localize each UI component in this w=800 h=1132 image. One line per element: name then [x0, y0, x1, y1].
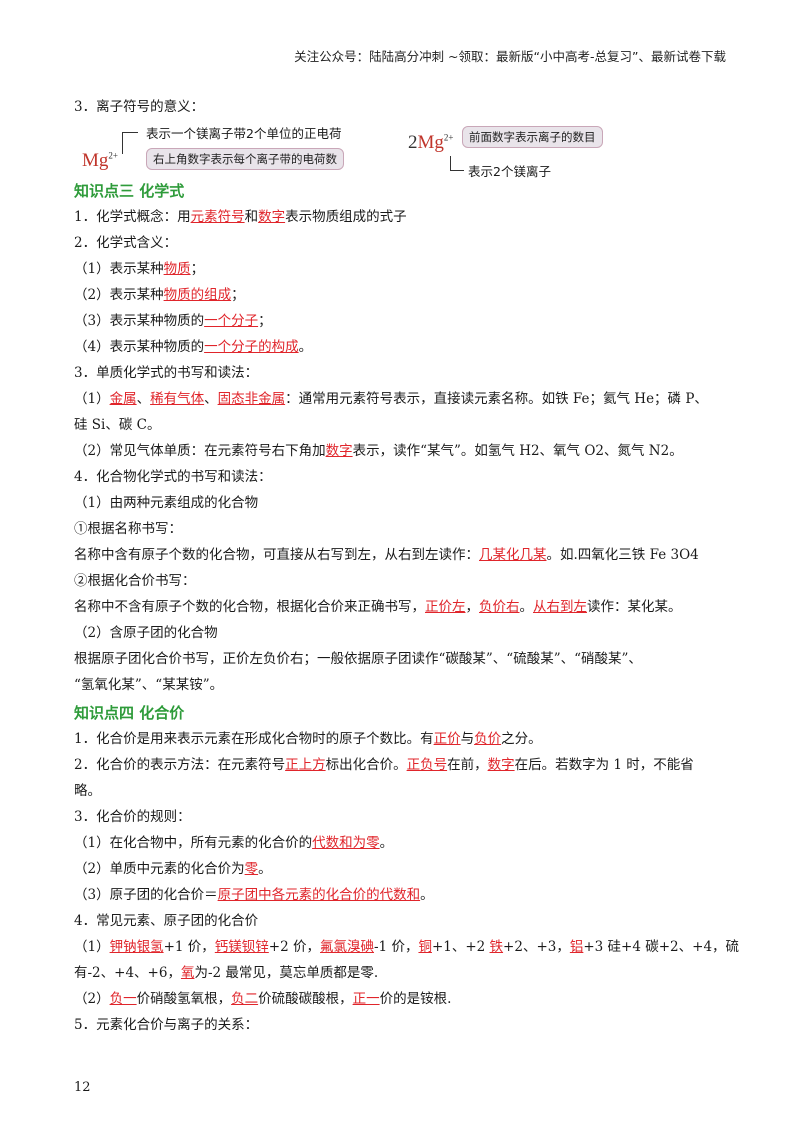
s3-line-14: ②根据化合价书写： — [74, 573, 196, 589]
s4-line-4: （1）在化合物中，所有元素的化合价的代数和为零。 — [74, 835, 394, 851]
section-3-title: 知识点三 化学式 — [74, 182, 185, 200]
s4-line-1: 1．化合价是用来表示元素在形成化合物时的原子个数比。有正价与负价之分。 — [74, 731, 542, 747]
document-body: 3．离子符号的意义： Mg2+ 表示一个镁离子带2个单位的正电荷 右上角数字表示… — [74, 94, 740, 1038]
s4-line-9: （2）负一价硝酸氢氧根，负二价硫酸碳酸根，正一价的是铵根. — [74, 991, 452, 1007]
page-number: 12 — [74, 1080, 91, 1095]
s3-line-1: 1．化学式概念：用元素符号和数字表示物质组成的式子 — [74, 209, 407, 225]
right-connector-h — [450, 170, 464, 171]
s3-line-12: ①根据名称书写： — [74, 521, 182, 537]
left-note-box: 右上角数字表示每个离子带的电荷数 — [146, 148, 344, 170]
right-connector-v — [450, 156, 451, 170]
s4-line-8: （1）钾钠银氢+1 价，钙镁钡锌+2 价，氟氯溴碘-1 价，铜+1、+2 铁+2… — [74, 939, 740, 955]
right-note-box: 前面数字表示离子的数目 — [462, 126, 603, 148]
right-mg-symbol: 2Mg2+ — [408, 132, 454, 153]
s3-line-17: 根据原子团化合价书写，正价左负价右；一般依据原子团读作“碳酸某”、“硫酸某”、“… — [74, 651, 642, 667]
s3-line-17b: “氢氧化某”、“某某铵”。 — [74, 677, 224, 693]
page-header: 关注公众号：陆陆高分冲刺 ~领取：最新版“小中高考-总复习”、最新试卷下载 — [294, 49, 726, 64]
s4-line-8b: 有-2、+4、+6，氧为-2 最常见，莫忘单质都是零. — [74, 965, 379, 981]
s3-line-5: （3）表示某种物质的一个分子； — [74, 313, 272, 329]
left-top-label: 表示一个镁离子带2个单位的正电荷 — [146, 126, 342, 141]
s3-line-8: （1）金属、稀有气体、固态非金属：通常用元素符号表示，直接读元素名称。如铁 Fe… — [74, 391, 708, 407]
left-mg-symbol: Mg2+ — [82, 150, 118, 171]
s4-line-2b: 略。 — [74, 783, 101, 799]
s4-line-10: 5．元素化合价与离子的关系： — [74, 1017, 259, 1033]
left-connector-h — [122, 132, 138, 133]
s3-line-16: （2）含原子团的化合物 — [74, 625, 218, 641]
s3-line-8b: 硅 Si、碳 C。 — [74, 417, 161, 433]
s3-line-7: 3．单质化学式的书写和读法： — [74, 365, 259, 381]
section-4-title: 知识点四 化合价 — [74, 704, 185, 722]
intro-line: 3．离子符号的意义： — [74, 99, 205, 115]
ion-symbol-diagram: Mg2+ 表示一个镁离子带2个单位的正电荷 右上角数字表示每个离子带的电荷数 2… — [74, 120, 734, 179]
s3-line-2: 2．化学式含义： — [74, 235, 178, 251]
s3-line-4: （2）表示某种物质的组成； — [74, 287, 245, 303]
s3-line-15: 名称中不含有原子个数的化合物，根据化合价来正确书写，正价左，负价右。从右到左读作… — [74, 599, 682, 615]
s3-line-11: （1）由两种元素组成的化合物 — [74, 495, 259, 511]
s3-line-10: 4．化合物化学式的书写和读法： — [74, 469, 272, 485]
s4-line-5: （2）单质中元素的化合价为零。 — [74, 861, 272, 877]
s4-line-2: 2．化合价的表示方法：在元素符号正上方标出化合价。正负号在前，数字在后。若数字为… — [74, 757, 694, 773]
right-bottom-label: 表示2个镁离子 — [468, 164, 551, 179]
s3-line-13: 名称中含有原子个数的化合物，可直接从右写到左，从右到左读作：几某化几某。如.四氧… — [74, 547, 699, 563]
s4-line-3: 3．化合价的规则： — [74, 809, 191, 825]
left-connector-v — [122, 132, 123, 154]
s3-line-3: （1）表示某种物质； — [74, 261, 205, 277]
s3-line-6: （4）表示某种物质的一个分子的构成。 — [74, 339, 313, 355]
s4-line-6: （3）原子团的化合价＝原子团中各元素的化合价的代数和。 — [74, 887, 434, 903]
s3-line-9: （2）常见气体单质：在元素符号右下角加数字表示，读作“某气”。如氢气 H2、氧气… — [74, 443, 683, 459]
s4-line-7: 4．常见元素、原子团的化合价 — [74, 913, 259, 929]
